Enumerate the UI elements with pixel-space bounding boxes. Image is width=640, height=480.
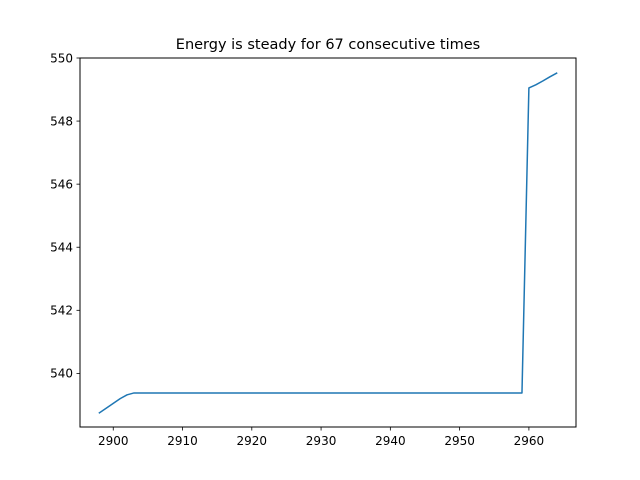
chart-title: Energy is steady for 67 consecutive time… <box>176 37 480 53</box>
series-layer <box>98 72 558 414</box>
series-line-0 <box>98 72 558 414</box>
x-tick-label: 2910 <box>167 434 198 448</box>
y-tick-label: 542 <box>50 304 73 318</box>
x-tick-label: 2920 <box>237 434 268 448</box>
y-axis: 540 542 544 546 548 550 <box>50 51 80 381</box>
y-tick-label: 550 <box>50 51 73 65</box>
y-tick-label: 540 <box>50 367 73 381</box>
x-axis: 2900 2910 2920 2930 2940 2950 2960 <box>98 427 544 448</box>
x-tick-label: 2930 <box>306 434 337 448</box>
y-tick-label: 544 <box>50 241 73 255</box>
x-tick-label: 2900 <box>98 434 129 448</box>
x-tick-label: 2940 <box>375 434 406 448</box>
y-tick-label: 546 <box>50 177 73 191</box>
x-tick-label: 2950 <box>444 434 475 448</box>
plot-area-frame <box>79 57 577 428</box>
x-tick-label: 2960 <box>514 434 545 448</box>
y-tick-label: 548 <box>50 114 73 128</box>
